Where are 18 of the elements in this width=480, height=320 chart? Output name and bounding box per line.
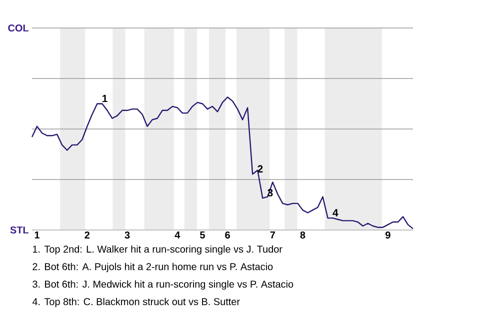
x-tick-label: 1 xyxy=(34,232,40,238)
text: 4. Top 8th: C. Blackmon struck out vs B. Sutter xyxy=(32,298,240,308)
text: COL xyxy=(8,24,28,32)
text: STL xyxy=(10,226,28,234)
annotation: 4 xyxy=(332,209,338,216)
x-tick-label: 4 xyxy=(174,232,180,238)
annotation: 2 xyxy=(258,165,263,172)
text: 2. Bot 6th: A. Pujols hit a 2-run home run vs P. Astacio xyxy=(32,262,273,272)
text: 3. Bot 6th: J. Medwick hit a run-scoring single vs P. Astacio xyxy=(32,280,294,290)
x-tick-label: 8 xyxy=(300,232,306,239)
annotation: 1 xyxy=(102,94,108,102)
x-tick-label: 5 xyxy=(200,232,205,238)
x-tick-label: 2 xyxy=(84,232,90,238)
x-tick-label: 7 xyxy=(270,232,275,238)
x-tick-label: 9 xyxy=(386,232,390,239)
x-tick-label: 6 xyxy=(225,232,230,239)
text: 1. Top 2nd: L. Walker hit a run-scoring single vs J. Tudor xyxy=(32,245,282,255)
x-tick-label: 3 xyxy=(124,232,130,239)
